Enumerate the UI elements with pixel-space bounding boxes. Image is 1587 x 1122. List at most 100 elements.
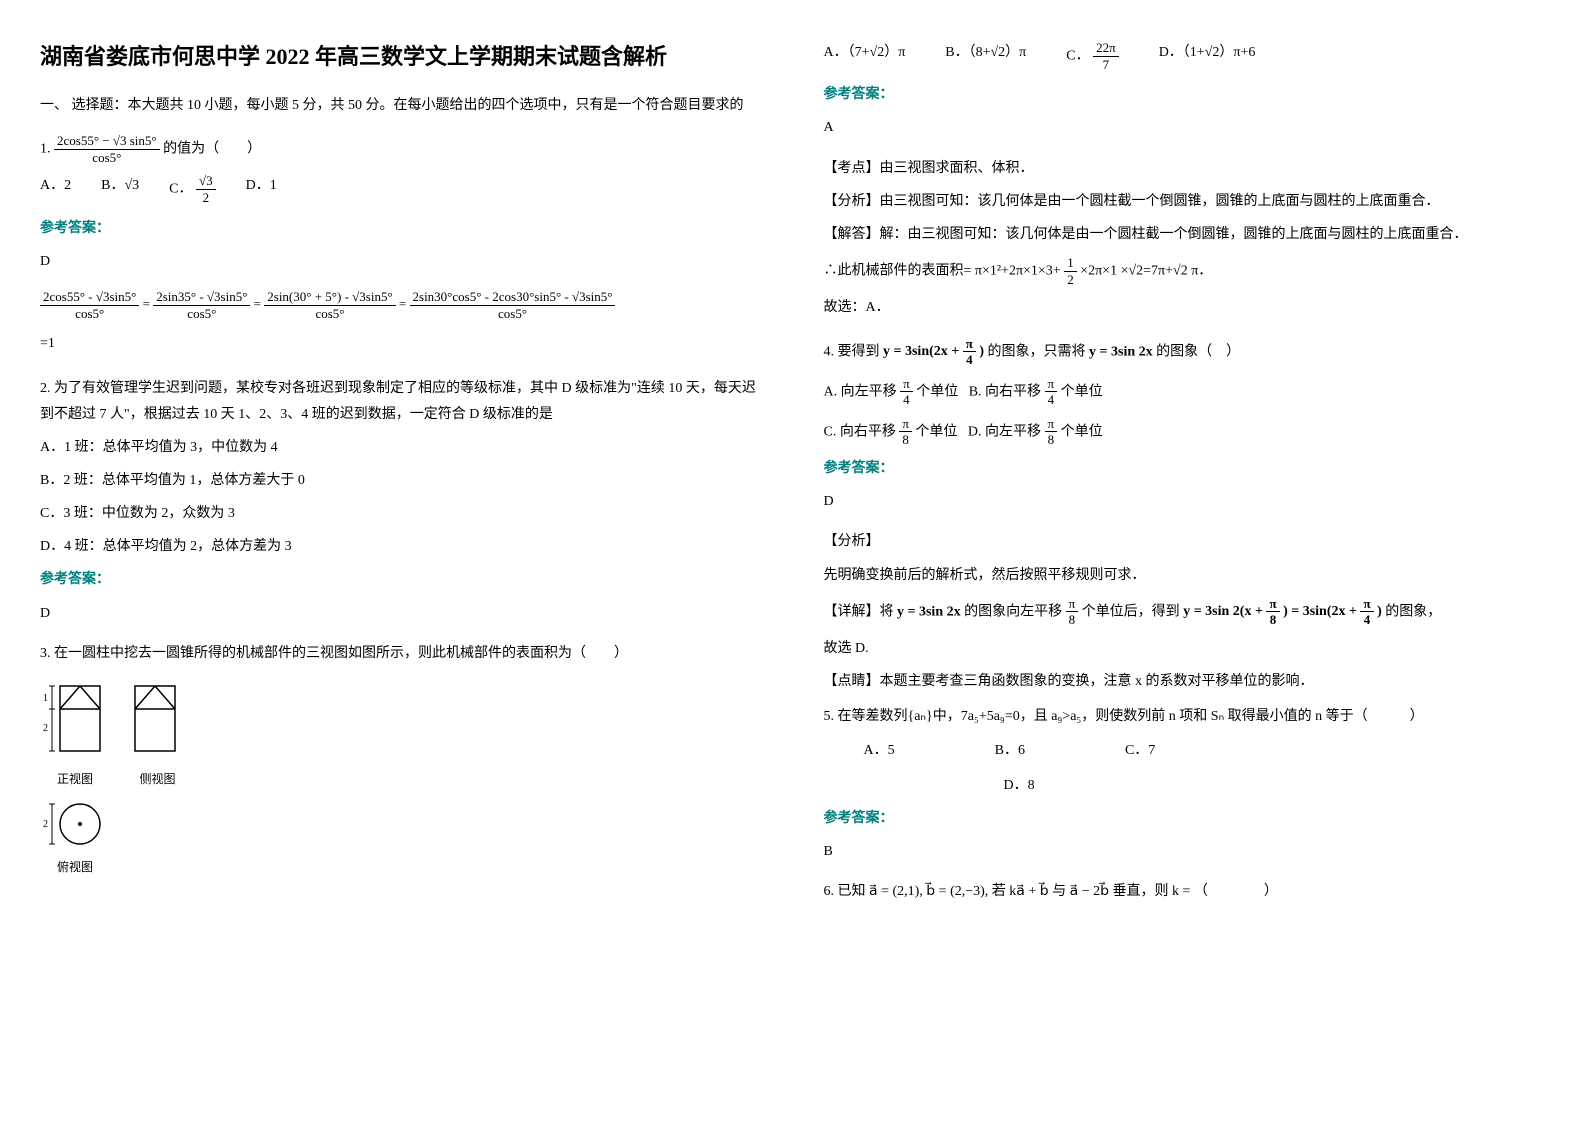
q4-func2: y = 3sin 2x — [1089, 344, 1153, 359]
q1-num: 1. — [40, 142, 51, 157]
q6-text: 6. 已知 a⃗ = (2,1), b⃗ = (2,−3), 若 ka⃗ + b… — [824, 879, 1548, 904]
top-view-svg: 2 — [40, 799, 110, 854]
q4-c-suffix: 个单位 — [915, 424, 957, 439]
q2-opt-b: B．2 班：总体平均值为 1，总体方差大于 0 — [40, 468, 764, 493]
svg-text:1: 1 — [43, 693, 48, 704]
q1-opt-c-prefix: C． — [169, 182, 192, 197]
q4-c-prefix: C. 向右平移 — [824, 424, 896, 439]
top-view-box: 2 俯视图 — [40, 799, 110, 879]
q2-answer: D — [40, 601, 764, 626]
svg-text:2: 2 — [43, 819, 48, 830]
q3-answer-label: 参考答案： — [824, 82, 1548, 107]
q3-opt-a: A．（7+√2）π — [824, 40, 906, 72]
q5-answer-label: 参考答案： — [824, 806, 1548, 831]
q1-work-eq: =1 — [40, 331, 764, 356]
q3-exp5: 故选：A． — [824, 295, 1548, 320]
q2-opt-d: D．4 班：总体平均值为 2，总体方差为 3 — [40, 534, 764, 559]
q4-mid: 的图象，只需将 — [988, 344, 1086, 359]
q1-frac-den: cos5° — [54, 150, 160, 166]
q1-opt-a: A．2 — [40, 173, 71, 205]
q5-text: 5. 在等差数列{aₙ}中，7a₅+5a₉=0，且 a₉>a₅，则使数列前 n … — [824, 704, 1548, 729]
q4-opts-row2: C. 向右平移 π8 个单位 D. 向左平移 π8 个单位 — [824, 416, 1548, 448]
q3-text: 3. 在一圆柱中挖去一圆锥所得的机械部件的三视图如图所示，则此机械部件的表面积为… — [40, 641, 764, 666]
q4-exp1: 【分析】 — [824, 529, 1548, 554]
q3-opt-d: D．（1+√2）π+6 — [1159, 40, 1256, 72]
q4-tail: 的图象（ ） — [1156, 344, 1240, 359]
page-title: 湖南省娄底市何思中学 2022 年高三数学文上学期期末试题含解析 — [40, 40, 764, 73]
top-view-label: 俯视图 — [40, 857, 110, 879]
q4-answer: D — [824, 489, 1548, 514]
q1-fraction: 2cos55° − √3 sin5° cos5° — [54, 133, 160, 165]
q3-opt-c: C． 22π 7 — [1066, 40, 1118, 72]
q1-opt-b: B．√3 — [101, 173, 139, 205]
three-view-diagram: 1 2 正视图 — [40, 681, 764, 878]
q4-b-suffix: 个单位 — [1061, 384, 1103, 399]
q5-opt-a: A．5 — [864, 738, 895, 763]
front-view-label: 正视图 — [40, 769, 110, 791]
q1-text: 1. 2cos55° − √3 sin5° cos5° 的值为（ ） — [40, 133, 764, 165]
q4-d-suffix: 个单位 — [1061, 424, 1103, 439]
q3-exp4-frac: 1 2 — [1064, 255, 1077, 287]
q1-work-d: 2sin30°cos5° - 2cos30°sin5° - √3sin5° co… — [410, 289, 616, 321]
q1-answer-label: 参考答案： — [40, 216, 764, 241]
q2-answer-label: 参考答案： — [40, 567, 764, 592]
q3-exp4-prefix: ∴此机械部件的表面积= π×1²+2π×1×3+ — [824, 263, 1061, 278]
q1-tail: 的值为（ ） — [163, 142, 261, 157]
q1-opt-c: C． √3 2 — [169, 173, 215, 205]
q1-opt-c-frac: √3 2 — [196, 173, 216, 205]
q1-work-b: 2sin35° - √3sin5° cos5° — [153, 289, 250, 321]
q3-c-prefix: C． — [1066, 48, 1089, 63]
side-view-label: 侧视图 — [130, 769, 185, 791]
q4-exp2: 先明确变换前后的解析式，然后按照平移规则可求． — [824, 563, 1548, 588]
q4-answer-label: 参考答案： — [824, 456, 1548, 481]
q4-opts-row1: A. 向左平移 π4 个单位 B. 向右平移 π4 个单位 — [824, 376, 1548, 408]
q4-d-prefix: D. 向左平移 — [968, 424, 1041, 439]
q1-work: 2cos55° - √3sin5° cos5° = 2sin35° - √3si… — [40, 289, 764, 321]
q5-opt-d: D．8 — [1004, 778, 1035, 793]
q5-opt-c: C．7 — [1125, 738, 1155, 763]
q4-a-suffix: 个单位 — [916, 384, 958, 399]
q2-text: 2. 为了有效管理学生迟到问题，某校专对各班迟到现象制定了相应的等级标准，其中 … — [40, 376, 764, 426]
q1-opt-c-num: √3 — [196, 173, 216, 190]
q3-exp4-suffix: ×√2=7π+√2 π． — [1121, 263, 1213, 278]
q1-options: A．2 B．√3 C． √3 2 D．1 — [40, 173, 764, 205]
q3-exp3: 【解答】解：由三视图可知：该几何体是由一个圆柱截一个倒圆锥，圆锥的上底面与圆柱的… — [824, 222, 1548, 247]
q3-answer: A — [824, 115, 1548, 140]
q3-c-frac: 22π 7 — [1093, 40, 1119, 72]
question-2: 2. 为了有效管理学生迟到问题，某校专对各班迟到现象制定了相应的等级标准，其中 … — [40, 376, 764, 626]
section-heading: 一、 选择题：本大题共 10 小题，每小题 5 分，共 50 分。在每小题给出的… — [40, 93, 764, 118]
side-view-svg — [130, 681, 185, 766]
q4-func1: y = 3sin(2x + π 4 ) — [883, 344, 988, 359]
question-3: 3. 在一圆柱中挖去一圆锥所得的机械部件的三视图如图所示，则此机械部件的表面积为… — [40, 641, 764, 878]
q4-text: 4. 要得到 y = 3sin(2x + π 4 ) 的图象，只需将 y = 3… — [824, 336, 1548, 368]
q1-work-c: 2sin(30° + 5°) - √3sin5° cos5° — [264, 289, 395, 321]
q5-opt-b: B．6 — [995, 738, 1025, 763]
question-6: 6. 已知 a⃗ = (2,1), b⃗ = (2,−3), 若 ka⃗ + b… — [824, 879, 1548, 904]
q4-a-prefix: A. 向左平移 — [824, 384, 897, 399]
question-5: 5. 在等差数列{aₙ}中，7a₅+5a₉=0，且 a₉>a₅，则使数列前 n … — [824, 704, 1548, 864]
q4-prefix: 4. 要得到 — [824, 344, 880, 359]
q3-exp1: 【考点】由三视图求面积、体积． — [824, 156, 1548, 181]
q4-exp4: 故选 D. — [824, 636, 1548, 661]
q5-answer: B — [824, 839, 1548, 864]
q1-opt-d: D．1 — [246, 173, 277, 205]
svg-text:2: 2 — [43, 723, 48, 734]
question-1: 1. 2cos55° − √3 sin5° cos5° 的值为（ ） A．2 B… — [40, 133, 764, 356]
q4-exp5: 【点睛】本题主要考查三角函数图象的变换，注意 x 的系数对平移单位的影响． — [824, 669, 1548, 694]
side-view-box: 侧视图 — [130, 681, 185, 791]
q3-opt-b: B．（8+√2）π — [945, 40, 1026, 72]
q4-exp3: 【详解】将 y = 3sin 2x 的图象向左平移 π8 个单位后，得到 y =… — [824, 596, 1548, 628]
q1-frac-num: 2cos55° − √3 sin5° — [54, 133, 160, 150]
q1-answer: D — [40, 249, 764, 274]
question-4: 4. 要得到 y = 3sin(2x + π 4 ) 的图象，只需将 y = 3… — [824, 336, 1548, 695]
q3-exp4-mid: ×2π×1 — [1080, 263, 1117, 278]
q1-work-a: 2cos55° - √3sin5° cos5° — [40, 289, 139, 321]
q3-exp4: ∴此机械部件的表面积= π×1²+2π×1×3+ 1 2 ×2π×1 ×√2=7… — [824, 255, 1548, 287]
q3-exp2: 【分析】由三视图可知：该几何体是由一个圆柱截一个倒圆锥，圆锥的上底面与圆柱的上底… — [824, 189, 1548, 214]
q5-options: A．5 B．6 C．7 — [824, 738, 1548, 763]
q3-options: A．（7+√2）π B．（8+√2）π C． 22π 7 D．（1+√2）π+6 — [824, 40, 1548, 72]
q2-opt-a: A．1 班：总体平均值为 3，中位数为 4 — [40, 435, 764, 460]
q2-opt-c: C．3 班：中位数为 2，众数为 3 — [40, 501, 764, 526]
q1-opt-c-den: 2 — [196, 190, 216, 206]
q4-b-prefix: B. 向右平移 — [969, 384, 1041, 399]
